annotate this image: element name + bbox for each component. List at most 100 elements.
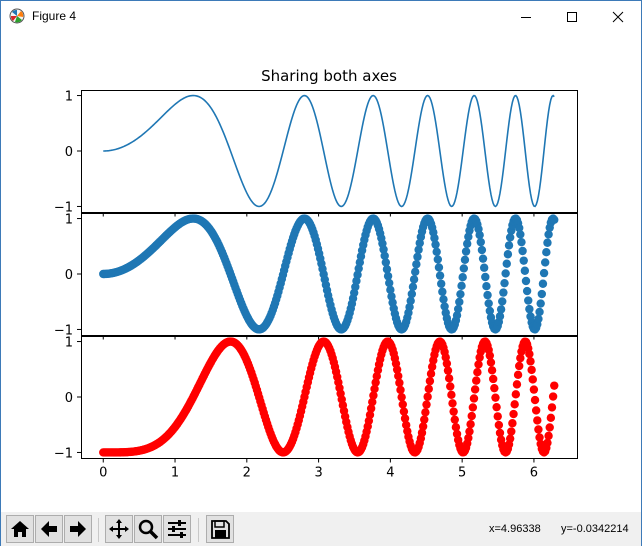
save-button[interactable] bbox=[206, 515, 234, 543]
data-point bbox=[505, 434, 515, 443]
subplot-3: −1 0 1 0 1 2 3 4 5 6 bbox=[54, 336, 578, 481]
y-tick-label: −1 bbox=[54, 446, 73, 461]
pan-icon bbox=[109, 519, 129, 539]
data-point bbox=[394, 371, 403, 381]
data-point bbox=[452, 311, 462, 320]
data-point bbox=[366, 404, 376, 413]
maximize-icon bbox=[567, 11, 577, 22]
data-point bbox=[423, 392, 432, 401]
forward-icon bbox=[70, 521, 86, 537]
data-point bbox=[430, 233, 439, 243]
data-point bbox=[536, 299, 545, 308]
home-button[interactable] bbox=[6, 515, 34, 543]
data-point bbox=[409, 275, 419, 284]
data-point bbox=[507, 427, 516, 436]
minimize-button[interactable] bbox=[503, 1, 549, 32]
data-point bbox=[475, 230, 484, 240]
data-point bbox=[526, 357, 535, 366]
data-point bbox=[502, 259, 511, 268]
data-point bbox=[534, 425, 543, 434]
matplotlib-app-icon bbox=[9, 8, 25, 24]
data-point bbox=[495, 312, 505, 321]
data-point bbox=[496, 305, 506, 314]
x-tick-label: 2 bbox=[243, 466, 251, 481]
back-button[interactable] bbox=[35, 515, 63, 543]
data-point bbox=[529, 385, 539, 394]
data-point bbox=[468, 403, 478, 412]
data-point bbox=[493, 412, 502, 421]
data-point bbox=[535, 307, 544, 317]
data-point bbox=[392, 365, 402, 374]
title-bar[interactable]: Figure 4 bbox=[1, 1, 641, 32]
data-point bbox=[485, 351, 495, 360]
figure-canvas[interactable]: Sharing both axes −1 0 1 −1 0 1 −1 0 1 0 1 2 3 4 5 6 bbox=[1, 32, 641, 512]
data-point bbox=[478, 254, 488, 263]
data-point bbox=[481, 272, 490, 282]
data-point bbox=[510, 400, 519, 409]
y-tick-label: 0 bbox=[65, 145, 73, 160]
data-point bbox=[492, 402, 501, 412]
data-point bbox=[400, 414, 410, 423]
data-point bbox=[550, 381, 559, 390]
data-point bbox=[441, 353, 450, 362]
data-point bbox=[489, 374, 498, 384]
forward-button[interactable] bbox=[64, 515, 92, 543]
data-point bbox=[444, 374, 454, 383]
data-point bbox=[449, 407, 458, 416]
data-point bbox=[525, 349, 534, 359]
data-point bbox=[408, 282, 418, 292]
x-tick-label: 1 bbox=[171, 466, 179, 481]
data-point bbox=[458, 273, 467, 282]
x-tick-label: 4 bbox=[386, 466, 394, 481]
maximize-button[interactable] bbox=[549, 1, 595, 32]
series-line bbox=[103, 94, 555, 208]
zoom-icon bbox=[138, 519, 159, 540]
subplot-2: −1 0 1 bbox=[54, 213, 578, 340]
data-point bbox=[546, 413, 556, 423]
data-point bbox=[387, 292, 396, 301]
data-point bbox=[535, 433, 544, 442]
y-tick-label: 1 bbox=[65, 336, 73, 351]
data-point bbox=[437, 279, 446, 288]
data-point bbox=[469, 394, 479, 403]
data-point bbox=[465, 427, 474, 436]
data-point bbox=[446, 382, 455, 391]
configure-subplots-button[interactable] bbox=[163, 515, 191, 543]
data-point bbox=[451, 423, 461, 432]
data-point bbox=[434, 263, 444, 272]
data-point bbox=[539, 268, 549, 278]
zoom-button[interactable] bbox=[134, 515, 162, 543]
data-point bbox=[438, 287, 447, 296]
data-point bbox=[501, 269, 510, 278]
data-point bbox=[386, 285, 395, 295]
data-point bbox=[544, 230, 553, 239]
data-point bbox=[524, 296, 533, 305]
data-point bbox=[433, 255, 443, 264]
data-point bbox=[550, 215, 559, 224]
data-point bbox=[417, 428, 427, 437]
pan-button[interactable] bbox=[105, 515, 133, 543]
close-button[interactable] bbox=[595, 1, 641, 32]
data-point bbox=[470, 385, 480, 394]
data-point bbox=[455, 297, 464, 307]
y-tick-label: 1 bbox=[65, 213, 73, 228]
data-point bbox=[422, 400, 431, 409]
data-point bbox=[533, 416, 542, 425]
data-point bbox=[498, 297, 507, 306]
data-point bbox=[483, 290, 492, 300]
data-point bbox=[412, 260, 421, 269]
axes-frame bbox=[81, 213, 578, 336]
window-title: Figure 4 bbox=[32, 9, 77, 23]
data-point bbox=[513, 370, 523, 380]
y-tick-label: 0 bbox=[65, 391, 73, 406]
data-point bbox=[369, 391, 378, 400]
data-point bbox=[385, 278, 394, 288]
data-point bbox=[545, 423, 554, 432]
data-point bbox=[406, 296, 415, 305]
data-point bbox=[398, 400, 407, 409]
data-point bbox=[491, 393, 500, 402]
data-point bbox=[463, 239, 472, 248]
data-point bbox=[531, 406, 541, 415]
